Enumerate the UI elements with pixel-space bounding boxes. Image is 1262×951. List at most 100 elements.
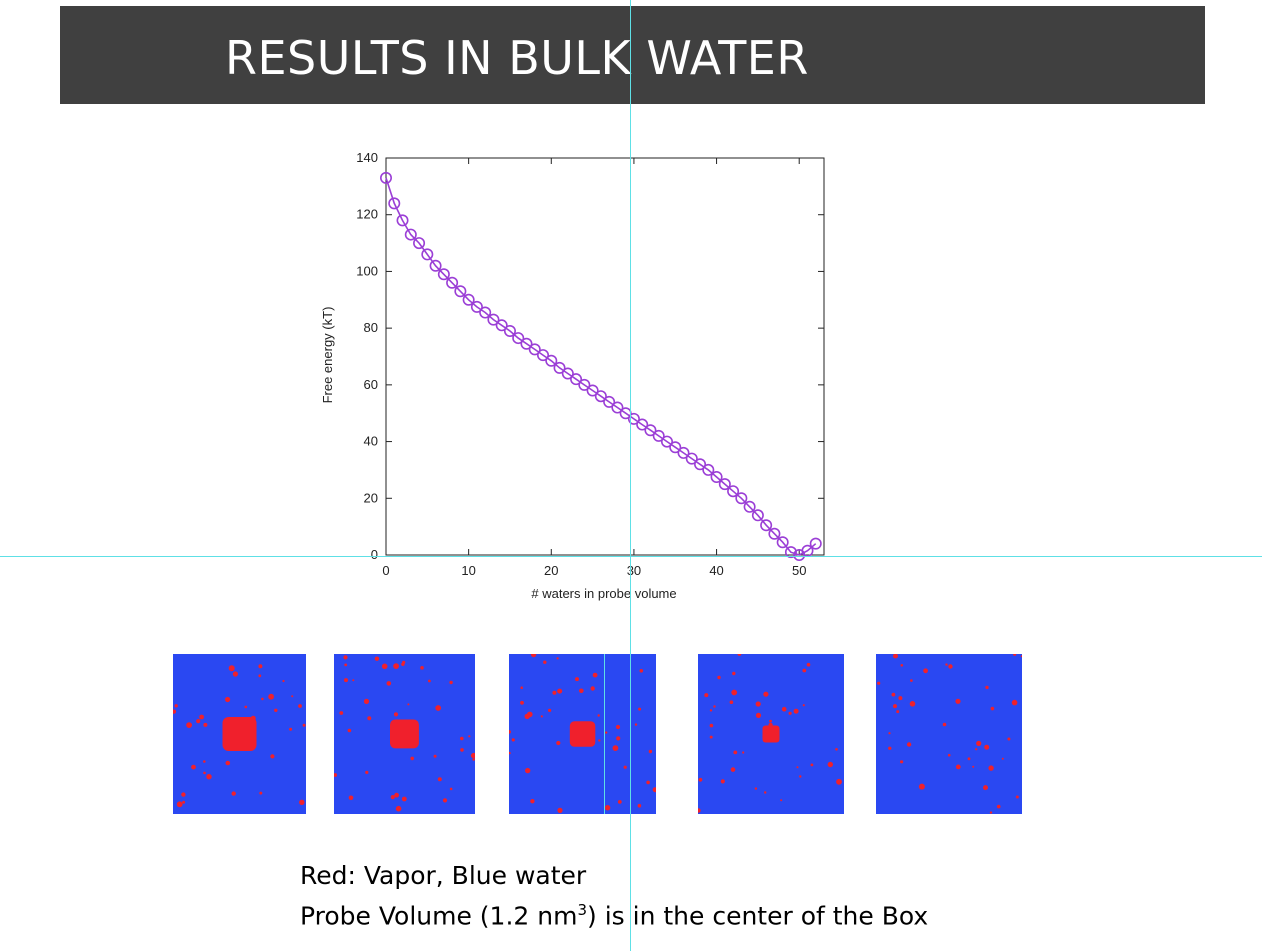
vapor-speck bbox=[225, 696, 231, 703]
vapor-speck bbox=[460, 748, 464, 752]
data-point bbox=[611, 401, 624, 414]
y-axis-ticks: 0 20 40 60 80 100 120 140 bbox=[356, 150, 824, 562]
vapor-speck bbox=[1015, 795, 1019, 799]
data-point bbox=[685, 452, 698, 465]
vapor-speck bbox=[788, 711, 792, 715]
vapor-speck bbox=[893, 653, 898, 659]
vertical-guide-line bbox=[630, 0, 631, 951]
vapor-speck bbox=[877, 681, 881, 685]
caption-line-1: Red: Vapor, Blue water bbox=[300, 861, 587, 890]
vapor-speck bbox=[579, 688, 584, 694]
vapor-speck bbox=[910, 679, 913, 682]
data-point bbox=[380, 171, 393, 184]
vapor-speck bbox=[742, 751, 745, 754]
vapor-speck bbox=[206, 774, 212, 780]
snapshot-canvas bbox=[333, 654, 477, 814]
vapor-speck bbox=[393, 663, 399, 669]
data-point bbox=[487, 313, 500, 326]
vapor-speck bbox=[302, 723, 306, 727]
vapor-speck bbox=[806, 662, 811, 667]
vapor-speck bbox=[989, 811, 993, 814]
data-point bbox=[512, 332, 525, 345]
vapor-speck bbox=[186, 722, 192, 728]
title-bar: RESULTS IN BULK WATER bbox=[60, 6, 1205, 104]
vapor-speck bbox=[540, 715, 543, 718]
vapor-speck bbox=[374, 656, 380, 661]
data-point bbox=[702, 463, 715, 476]
x-tick-label: 50 bbox=[792, 563, 806, 578]
vapor-speck bbox=[343, 655, 348, 660]
vapor-speck bbox=[203, 722, 208, 727]
vapor-speck bbox=[1001, 757, 1004, 760]
vapor-speck bbox=[393, 712, 399, 717]
vapor-speck bbox=[348, 795, 354, 801]
vapor-speck bbox=[1013, 652, 1017, 656]
vapor-speck bbox=[948, 664, 953, 669]
vapor-speck bbox=[990, 706, 995, 711]
vapor-speck bbox=[401, 796, 407, 802]
vapor-speck bbox=[709, 709, 713, 712]
vapor-speck bbox=[709, 723, 714, 728]
vapor-speck bbox=[597, 714, 600, 717]
vapor-speck bbox=[196, 719, 201, 724]
vapor-speck bbox=[638, 707, 642, 711]
x-axis-ticks: 0 10 20 30 40 50 bbox=[382, 158, 806, 578]
vapor-speck bbox=[729, 700, 734, 704]
vapor-speck bbox=[604, 805, 611, 811]
vapor-speck bbox=[1007, 737, 1011, 741]
x-axis-label: # waters in probe volume bbox=[531, 586, 676, 601]
vapor-speck bbox=[648, 749, 653, 754]
data-point bbox=[570, 373, 583, 386]
vapor-speck bbox=[525, 767, 531, 774]
data-point bbox=[743, 500, 756, 513]
vapor-speck bbox=[428, 679, 431, 683]
snapshot-canvas bbox=[171, 654, 306, 814]
vapor-speck bbox=[282, 679, 285, 683]
data-point bbox=[404, 228, 417, 241]
vapor-speck bbox=[333, 773, 338, 777]
data-point bbox=[784, 546, 797, 559]
vapor-cavity bbox=[569, 721, 596, 747]
x-tick-label: 30 bbox=[627, 563, 641, 578]
data-point bbox=[710, 471, 723, 484]
vapor-speck bbox=[449, 787, 453, 791]
vapor-speck bbox=[225, 760, 231, 766]
vapor-speck bbox=[203, 771, 206, 775]
vapor-speck bbox=[909, 701, 916, 707]
vapor-speck bbox=[972, 765, 975, 768]
vapor-speck bbox=[888, 746, 892, 750]
caption-superscript: 3 bbox=[577, 901, 587, 919]
vapor-speck bbox=[381, 663, 388, 670]
vapor-speck bbox=[182, 800, 186, 804]
data-point bbox=[768, 527, 781, 540]
vapor-speck bbox=[731, 689, 738, 696]
vapor-speck bbox=[799, 775, 802, 778]
vapor-speck bbox=[557, 688, 563, 694]
vapor-speck bbox=[352, 679, 355, 682]
vapor-speck bbox=[298, 704, 302, 708]
caption-line-2-end: ) is in the center of the Box bbox=[587, 901, 929, 931]
vapor-speck bbox=[763, 691, 769, 697]
simulation-snapshot-1 bbox=[171, 654, 306, 814]
vapor-speck bbox=[617, 800, 622, 804]
y-tick-label: 100 bbox=[356, 263, 378, 278]
vapor-speck bbox=[367, 716, 372, 721]
data-point bbox=[429, 259, 442, 272]
vapor-speck bbox=[730, 767, 736, 772]
data-point bbox=[545, 354, 558, 367]
vapor-speck bbox=[639, 669, 644, 673]
vapor-speck bbox=[616, 736, 621, 741]
vapor-speck bbox=[543, 660, 547, 664]
y-tick-label: 40 bbox=[364, 434, 378, 449]
vapor-speck bbox=[407, 703, 410, 706]
vapor-speck bbox=[390, 795, 395, 800]
slide-title: RESULTS IN BULK WATER bbox=[225, 31, 809, 85]
vapor-speck bbox=[299, 799, 305, 805]
data-point bbox=[537, 349, 550, 362]
caption-line-2-start: Probe Volume (1.2 nm bbox=[300, 901, 578, 931]
vapor-speck bbox=[891, 692, 896, 697]
data-point bbox=[413, 237, 426, 250]
data-point bbox=[388, 197, 401, 210]
vapor-speck bbox=[344, 663, 348, 667]
vapor-speck bbox=[552, 690, 557, 695]
